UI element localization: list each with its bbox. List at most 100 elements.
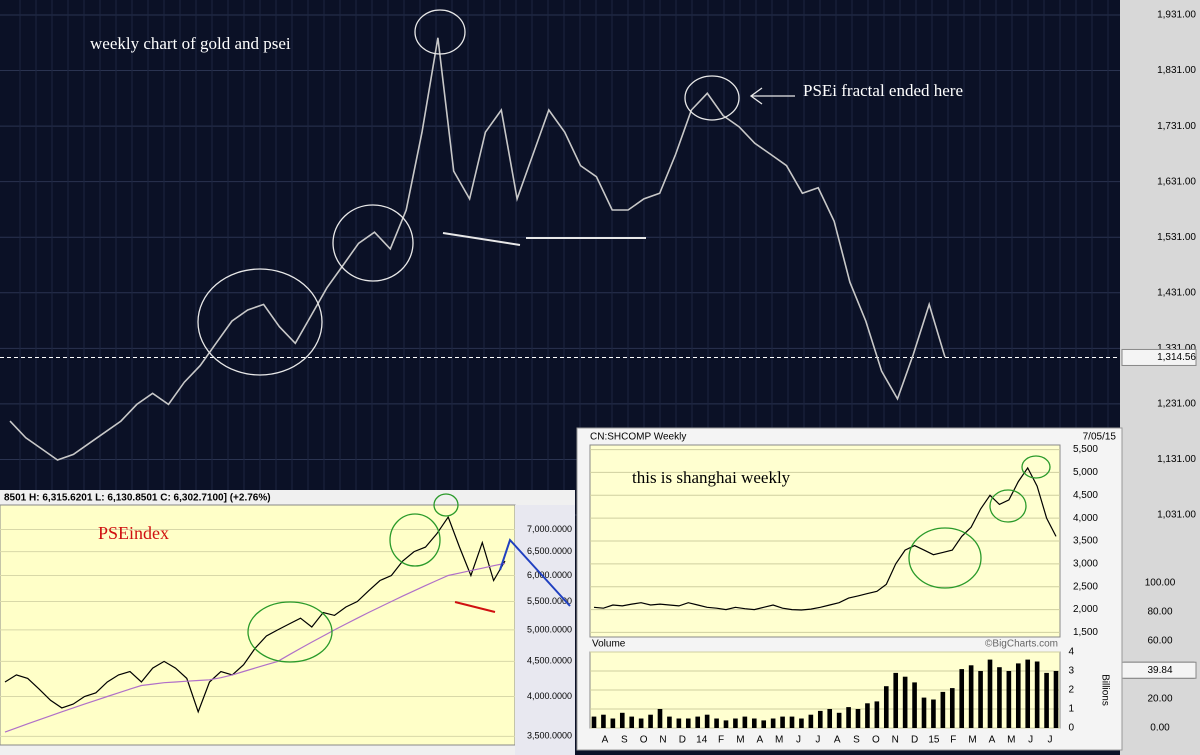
y-tick-label: 4,000.0000 (527, 691, 572, 701)
volume-bar (883, 686, 889, 728)
volume-bar (751, 718, 757, 728)
x-tick-label: N (892, 735, 899, 746)
y-tick-label: 3 (1068, 666, 1074, 677)
x-tick-label: M (775, 735, 783, 746)
x-tick-label: A (834, 735, 841, 746)
y-tick-label: 1,331.00 (1157, 343, 1196, 354)
x-tick-label: M (1007, 735, 1015, 746)
circle (684, 75, 740, 121)
y-tick-label: 1,500 (1073, 627, 1098, 638)
volume-chart: 0 1 2 3 4 (590, 647, 1074, 734)
volume-bar (723, 720, 729, 728)
y-tick-label: 1,131.00 (1157, 454, 1196, 465)
y-tick-label: 1,831.00 (1157, 65, 1196, 76)
volume-bar (1025, 659, 1031, 728)
y-tick-label: 6,000.0000 (527, 570, 572, 580)
x-tick-label: M (968, 735, 976, 746)
volume-bar (657, 709, 663, 728)
x-tick-label: A (602, 735, 609, 746)
x-tick-label: A (756, 735, 763, 746)
volume-bar (865, 703, 870, 728)
volume-bar (695, 716, 701, 728)
x-tick-label: J (1028, 735, 1033, 746)
y-tick-label: 1,231.00 (1157, 399, 1196, 410)
gold-annotations (197, 9, 795, 376)
psei-annotations (247, 493, 571, 663)
volume-bar (987, 659, 993, 728)
volume-axis-title: Billions (1099, 674, 1110, 706)
credit: ©BigCharts.com (985, 639, 1058, 650)
volume-bar (704, 714, 710, 728)
volume-bar (1034, 661, 1040, 728)
y-tick-label: 1,731.00 (1157, 121, 1196, 132)
volume-bar (855, 709, 861, 728)
y-tick-label: 2,500 (1073, 581, 1098, 592)
volume-bar (733, 718, 738, 728)
support-line (454, 601, 496, 613)
shanghai-header: CN:SHCOMP Weekly (590, 432, 686, 443)
y-tick-label: 80.00 (1147, 607, 1172, 618)
y-tick-label: 4,500.0000 (527, 656, 572, 666)
volume-bar (978, 671, 983, 728)
volume-bar (902, 676, 908, 728)
volume-bar (874, 701, 880, 728)
volume-bar (638, 718, 644, 728)
y-tick-label: 5,500 (1073, 444, 1098, 455)
y-tick-label: 5,500.0000 (527, 596, 572, 606)
volume-bar (676, 718, 682, 728)
volume-bar (742, 716, 748, 728)
price-line (593, 466, 1057, 611)
psei-chart: 3,500.0000 4,000.0000 4,500.0000 5,000.0000… (0, 515, 572, 741)
circle (197, 268, 323, 376)
circle (908, 527, 982, 589)
x-tick-label: F (718, 735, 724, 746)
circle (247, 601, 333, 663)
x-tick-label: F (950, 735, 956, 746)
volume-bar (789, 716, 795, 728)
circle (332, 204, 414, 282)
y-tick-label: 2,000 (1073, 604, 1098, 615)
psei-axis (515, 505, 575, 755)
x-tick-label: J (796, 735, 801, 746)
volume-bar (997, 667, 1002, 728)
psei-title: PSEindex (98, 523, 169, 543)
x-tick-label: A (989, 735, 996, 746)
volume-bar (685, 718, 691, 728)
volume-bar (808, 714, 814, 728)
volume-bar (780, 716, 785, 728)
volume-bar (940, 691, 946, 728)
y-tick-label: 3,500.0000 (527, 731, 572, 741)
y-tick-label: 7,000.0000 (527, 524, 572, 534)
psei-header: 8501 H: 6,315.6201 L: 6,130.8501 C: 6,30… (4, 493, 271, 504)
x-tick-label: N (659, 735, 666, 746)
volume-bar (761, 720, 767, 728)
y-tick-label: 0 (1068, 723, 1074, 734)
y-tick-label: 5,000 (1073, 467, 1098, 478)
volume-bar (601, 714, 606, 728)
last-label-bg (1121, 348, 1197, 366)
circle (414, 9, 466, 55)
volume-bar (931, 699, 936, 728)
x-tick-label: J (1048, 735, 1053, 746)
y-tick-label: 60.00 (1147, 636, 1172, 647)
projection (499, 538, 571, 607)
volume-bar (968, 665, 974, 728)
price-line (9, 37, 946, 461)
volume-bar (1044, 672, 1049, 728)
shanghai-annotation: this is shanghai weekly (632, 468, 791, 487)
volume-bar (949, 688, 955, 728)
circle (1021, 455, 1051, 479)
y-tick-label: 2 (1068, 685, 1074, 696)
axis-strip (1120, 0, 1200, 755)
last-label: 39.84 (1147, 665, 1172, 676)
indicator-axis: 0.00 20.00 60.00 80.00 100.00 39.84 (1121, 578, 1197, 734)
x-tick-label: 14 (696, 735, 708, 746)
y-tick-label: 0.00 (1150, 723, 1170, 734)
volume-bar (714, 718, 719, 728)
volume-bar (770, 718, 776, 728)
circle (989, 489, 1027, 523)
x-tick-label: J (815, 735, 820, 746)
volume-bar (629, 716, 635, 728)
support-line (442, 232, 521, 246)
shanghai-chart: 1,500 2,000 2,500 3,000 3,500 4,000 4,500 5,000… (590, 444, 1098, 746)
